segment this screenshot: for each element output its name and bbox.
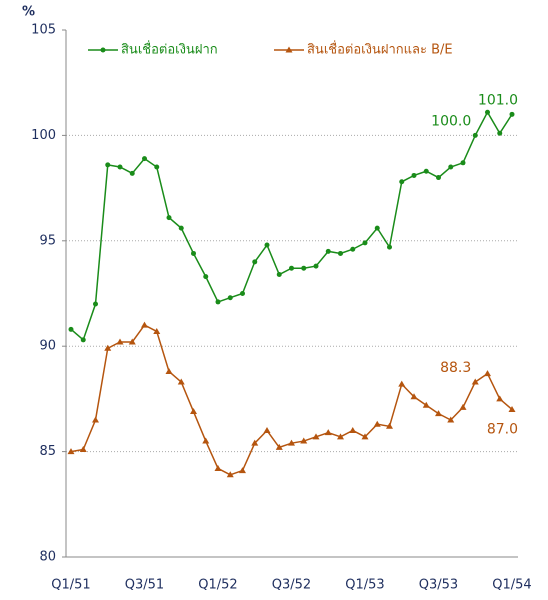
point — [275, 443, 283, 450]
point — [387, 244, 392, 250]
point — [313, 263, 319, 269]
point — [301, 265, 307, 271]
series-line — [70, 324, 513, 476]
point — [399, 179, 405, 185]
data-label: 101.0 — [478, 92, 518, 108]
point — [362, 240, 368, 246]
x-tick-label: Q1/52 — [198, 578, 237, 593]
y-axis-label: % — [22, 5, 35, 20]
point — [471, 378, 479, 385]
point — [251, 439, 259, 446]
y-tick-label: 105 — [31, 23, 56, 38]
point — [422, 401, 430, 408]
y-tick-label: 90 — [39, 339, 56, 354]
point — [374, 225, 380, 231]
point — [129, 170, 135, 176]
point — [165, 367, 173, 374]
point — [349, 427, 357, 434]
point — [508, 405, 516, 412]
y-tick-label: 85 — [39, 444, 56, 459]
point — [435, 410, 442, 417]
point — [117, 164, 123, 170]
point — [142, 156, 147, 162]
legend-marker — [100, 47, 106, 53]
point — [496, 395, 504, 402]
legend-label: สินเชื่อต่อเงินฝาก — [121, 41, 218, 58]
x-tick-label: Q1/54 — [492, 578, 531, 593]
point — [240, 291, 245, 296]
x-tick-label: Q1/53 — [345, 578, 384, 593]
point — [410, 393, 418, 400]
x-tick-label: Q1/51 — [51, 578, 90, 593]
point — [497, 130, 503, 136]
point — [166, 215, 172, 221]
point — [67, 448, 75, 455]
point — [128, 338, 136, 345]
point — [324, 429, 332, 436]
data-label: 100.0 — [431, 113, 471, 129]
point — [215, 299, 221, 305]
point — [398, 380, 406, 387]
point — [300, 437, 308, 444]
point — [325, 248, 331, 254]
point — [93, 301, 98, 307]
point — [141, 321, 148, 328]
point — [68, 326, 74, 332]
point — [252, 259, 258, 265]
point — [485, 109, 490, 115]
y-tick-label: 100 — [31, 128, 56, 143]
point — [436, 175, 441, 181]
point — [80, 337, 86, 343]
point — [411, 172, 417, 178]
point — [154, 164, 160, 170]
x-tick-label: Q3/52 — [272, 578, 311, 593]
y-tick-label: 95 — [39, 233, 56, 248]
point — [239, 467, 246, 474]
legend-marker — [285, 46, 293, 53]
point — [472, 132, 478, 138]
point — [191, 250, 196, 256]
point — [214, 464, 222, 471]
point — [338, 250, 343, 256]
point — [484, 370, 491, 377]
point — [79, 445, 87, 452]
point — [92, 416, 99, 423]
point — [350, 246, 356, 252]
point — [203, 274, 209, 280]
point — [289, 265, 294, 271]
point — [190, 408, 197, 415]
point — [105, 162, 111, 168]
point — [153, 327, 161, 334]
x-tick-label: Q3/51 — [125, 578, 164, 593]
point — [227, 295, 233, 301]
point — [226, 471, 234, 478]
point — [202, 437, 210, 444]
point — [361, 433, 369, 440]
legend-label: สินเชื่อต่อเงินฝากและ B/E — [307, 41, 453, 58]
point — [373, 420, 381, 427]
point — [178, 225, 184, 231]
point — [116, 338, 124, 345]
point — [104, 344, 112, 351]
point — [312, 433, 320, 440]
point — [459, 403, 467, 410]
point — [509, 111, 515, 117]
point — [264, 242, 270, 248]
point — [288, 439, 295, 446]
point — [423, 168, 429, 174]
point — [276, 272, 282, 278]
x-tick-label: Q3/53 — [419, 578, 458, 593]
data-label: 88.3 — [440, 360, 471, 376]
point — [337, 433, 344, 440]
point — [386, 422, 393, 429]
point — [263, 427, 271, 434]
series-line — [70, 110, 513, 342]
point — [177, 378, 185, 385]
point — [460, 160, 466, 166]
point — [447, 416, 455, 423]
point — [448, 164, 454, 170]
y-tick-label: 80 — [39, 550, 56, 565]
data-label: 87.0 — [487, 421, 518, 437]
